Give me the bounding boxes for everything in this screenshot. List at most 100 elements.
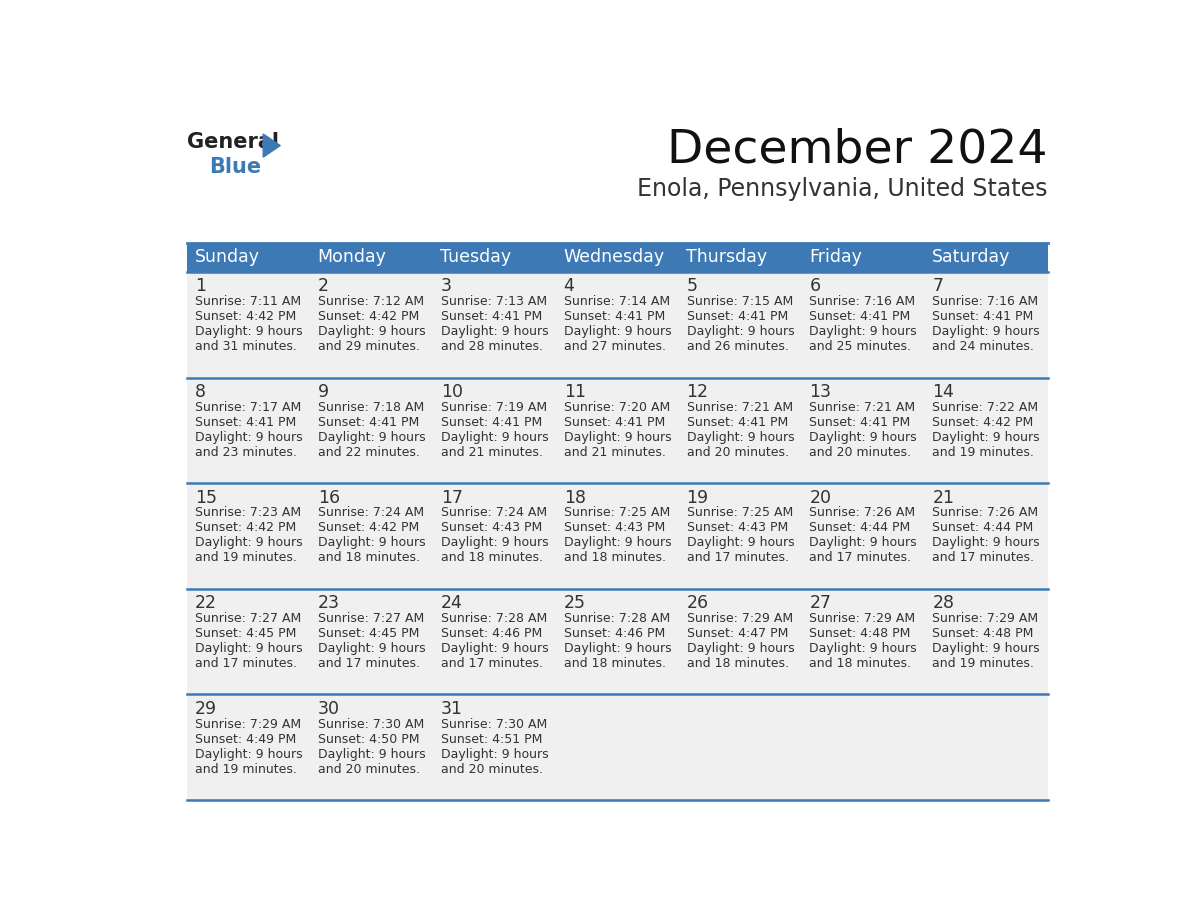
Text: Sunrise: 7:19 AM: Sunrise: 7:19 AM [441, 400, 546, 414]
Text: 25: 25 [563, 594, 586, 612]
Text: Sunset: 4:43 PM: Sunset: 4:43 PM [687, 521, 788, 534]
Text: Sunrise: 7:15 AM: Sunrise: 7:15 AM [687, 295, 792, 308]
Text: Daylight: 9 hours: Daylight: 9 hours [318, 431, 425, 443]
Text: 5: 5 [687, 277, 697, 296]
Text: Daylight: 9 hours: Daylight: 9 hours [441, 642, 549, 655]
Text: 4: 4 [563, 277, 575, 296]
Text: Sunset: 4:50 PM: Sunset: 4:50 PM [318, 733, 419, 745]
Bar [310, 483, 434, 588]
Text: Saturday: Saturday [931, 248, 1010, 266]
Text: Daylight: 9 hours: Daylight: 9 hours [441, 536, 549, 549]
Text: Daylight: 9 hours: Daylight: 9 hours [687, 642, 795, 655]
Text: Sunset: 4:41 PM: Sunset: 4:41 PM [809, 416, 911, 429]
Text: Sunrise: 7:16 AM: Sunrise: 7:16 AM [933, 295, 1038, 308]
Text: Daylight: 9 hours: Daylight: 9 hours [441, 325, 549, 338]
Text: Sunrise: 7:29 AM: Sunrise: 7:29 AM [687, 612, 792, 625]
Bar [678, 694, 802, 800]
Text: Sunset: 4:41 PM: Sunset: 4:41 PM [441, 310, 542, 323]
Bar [924, 242, 1048, 272]
Text: Sunrise: 7:23 AM: Sunrise: 7:23 AM [195, 506, 301, 520]
Text: Tuesday: Tuesday [441, 248, 512, 266]
Bar [434, 694, 556, 800]
Text: Daylight: 9 hours: Daylight: 9 hours [687, 536, 795, 549]
Text: Sunrise: 7:29 AM: Sunrise: 7:29 AM [195, 718, 301, 731]
Text: and 20 minutes.: and 20 minutes. [809, 445, 911, 459]
Bar [678, 588, 802, 694]
Text: Enola, Pennsylvania, United States: Enola, Pennsylvania, United States [637, 177, 1048, 201]
Text: Sunrise: 7:18 AM: Sunrise: 7:18 AM [318, 400, 424, 414]
Bar [310, 242, 434, 272]
Text: 26: 26 [687, 594, 709, 612]
Text: and 18 minutes.: and 18 minutes. [318, 552, 419, 565]
Text: Daylight: 9 hours: Daylight: 9 hours [809, 536, 917, 549]
Text: Sunset: 4:42 PM: Sunset: 4:42 PM [195, 521, 296, 534]
Text: Sunrise: 7:26 AM: Sunrise: 7:26 AM [809, 506, 916, 520]
Text: Sunset: 4:44 PM: Sunset: 4:44 PM [933, 521, 1034, 534]
Bar [188, 588, 310, 694]
Text: Daylight: 9 hours: Daylight: 9 hours [318, 642, 425, 655]
Text: and 20 minutes.: and 20 minutes. [687, 445, 789, 459]
Bar [188, 377, 310, 483]
Text: 9: 9 [318, 383, 329, 401]
Text: Sunset: 4:49 PM: Sunset: 4:49 PM [195, 733, 296, 745]
Text: and 18 minutes.: and 18 minutes. [687, 657, 789, 670]
Polygon shape [264, 134, 280, 157]
Text: 22: 22 [195, 594, 217, 612]
Text: Sunset: 4:41 PM: Sunset: 4:41 PM [563, 310, 665, 323]
Text: Sunrise: 7:20 AM: Sunrise: 7:20 AM [563, 400, 670, 414]
Text: and 26 minutes.: and 26 minutes. [687, 340, 789, 353]
Text: Daylight: 9 hours: Daylight: 9 hours [195, 431, 303, 443]
Text: Sunrise: 7:25 AM: Sunrise: 7:25 AM [687, 506, 792, 520]
Text: Sunset: 4:41 PM: Sunset: 4:41 PM [687, 416, 788, 429]
Text: 30: 30 [318, 700, 340, 718]
Text: Sunset: 4:41 PM: Sunset: 4:41 PM [318, 416, 419, 429]
Text: 28: 28 [933, 594, 954, 612]
Text: 2: 2 [318, 277, 329, 296]
Text: and 23 minutes.: and 23 minutes. [195, 445, 297, 459]
Bar [188, 483, 310, 588]
Text: Sunrise: 7:30 AM: Sunrise: 7:30 AM [318, 718, 424, 731]
Text: and 19 minutes.: and 19 minutes. [195, 763, 297, 776]
Text: Daylight: 9 hours: Daylight: 9 hours [563, 642, 671, 655]
Text: Sunset: 4:51 PM: Sunset: 4:51 PM [441, 733, 542, 745]
Text: Daylight: 9 hours: Daylight: 9 hours [933, 536, 1040, 549]
Text: Sunrise: 7:25 AM: Sunrise: 7:25 AM [563, 506, 670, 520]
Text: 10: 10 [441, 383, 463, 401]
Text: Sunset: 4:43 PM: Sunset: 4:43 PM [563, 521, 665, 534]
Text: Daylight: 9 hours: Daylight: 9 hours [195, 536, 303, 549]
Text: Sunset: 4:41 PM: Sunset: 4:41 PM [933, 310, 1034, 323]
Text: 1: 1 [195, 277, 206, 296]
Text: Daylight: 9 hours: Daylight: 9 hours [441, 747, 549, 761]
Bar [556, 588, 678, 694]
Text: Sunrise: 7:30 AM: Sunrise: 7:30 AM [441, 718, 546, 731]
Text: and 18 minutes.: and 18 minutes. [441, 552, 543, 565]
Text: Sunset: 4:43 PM: Sunset: 4:43 PM [441, 521, 542, 534]
Text: Daylight: 9 hours: Daylight: 9 hours [563, 325, 671, 338]
Text: Sunrise: 7:17 AM: Sunrise: 7:17 AM [195, 400, 302, 414]
Bar [924, 483, 1048, 588]
Text: Sunrise: 7:29 AM: Sunrise: 7:29 AM [933, 612, 1038, 625]
Text: Sunrise: 7:22 AM: Sunrise: 7:22 AM [933, 400, 1038, 414]
Text: and 19 minutes.: and 19 minutes. [933, 657, 1035, 670]
Text: Sunrise: 7:24 AM: Sunrise: 7:24 AM [441, 506, 546, 520]
Text: and 18 minutes.: and 18 minutes. [563, 657, 665, 670]
Text: 29: 29 [195, 700, 217, 718]
Bar [678, 242, 802, 272]
Text: Sunrise: 7:28 AM: Sunrise: 7:28 AM [563, 612, 670, 625]
Text: Daylight: 9 hours: Daylight: 9 hours [318, 747, 425, 761]
Text: Daylight: 9 hours: Daylight: 9 hours [318, 325, 425, 338]
Text: and 20 minutes.: and 20 minutes. [441, 763, 543, 776]
Text: Sunrise: 7:28 AM: Sunrise: 7:28 AM [441, 612, 546, 625]
Text: 19: 19 [687, 488, 709, 507]
Text: and 17 minutes.: and 17 minutes. [687, 552, 789, 565]
Text: Blue: Blue [209, 157, 261, 177]
Text: and 20 minutes.: and 20 minutes. [318, 763, 419, 776]
Text: 3: 3 [441, 277, 451, 296]
Text: Wednesday: Wednesday [563, 248, 664, 266]
Text: Friday: Friday [809, 248, 862, 266]
Text: Sunset: 4:42 PM: Sunset: 4:42 PM [195, 310, 296, 323]
Bar [556, 242, 678, 272]
Bar [310, 588, 434, 694]
Text: 31: 31 [441, 700, 463, 718]
Text: Sunrise: 7:14 AM: Sunrise: 7:14 AM [563, 295, 670, 308]
